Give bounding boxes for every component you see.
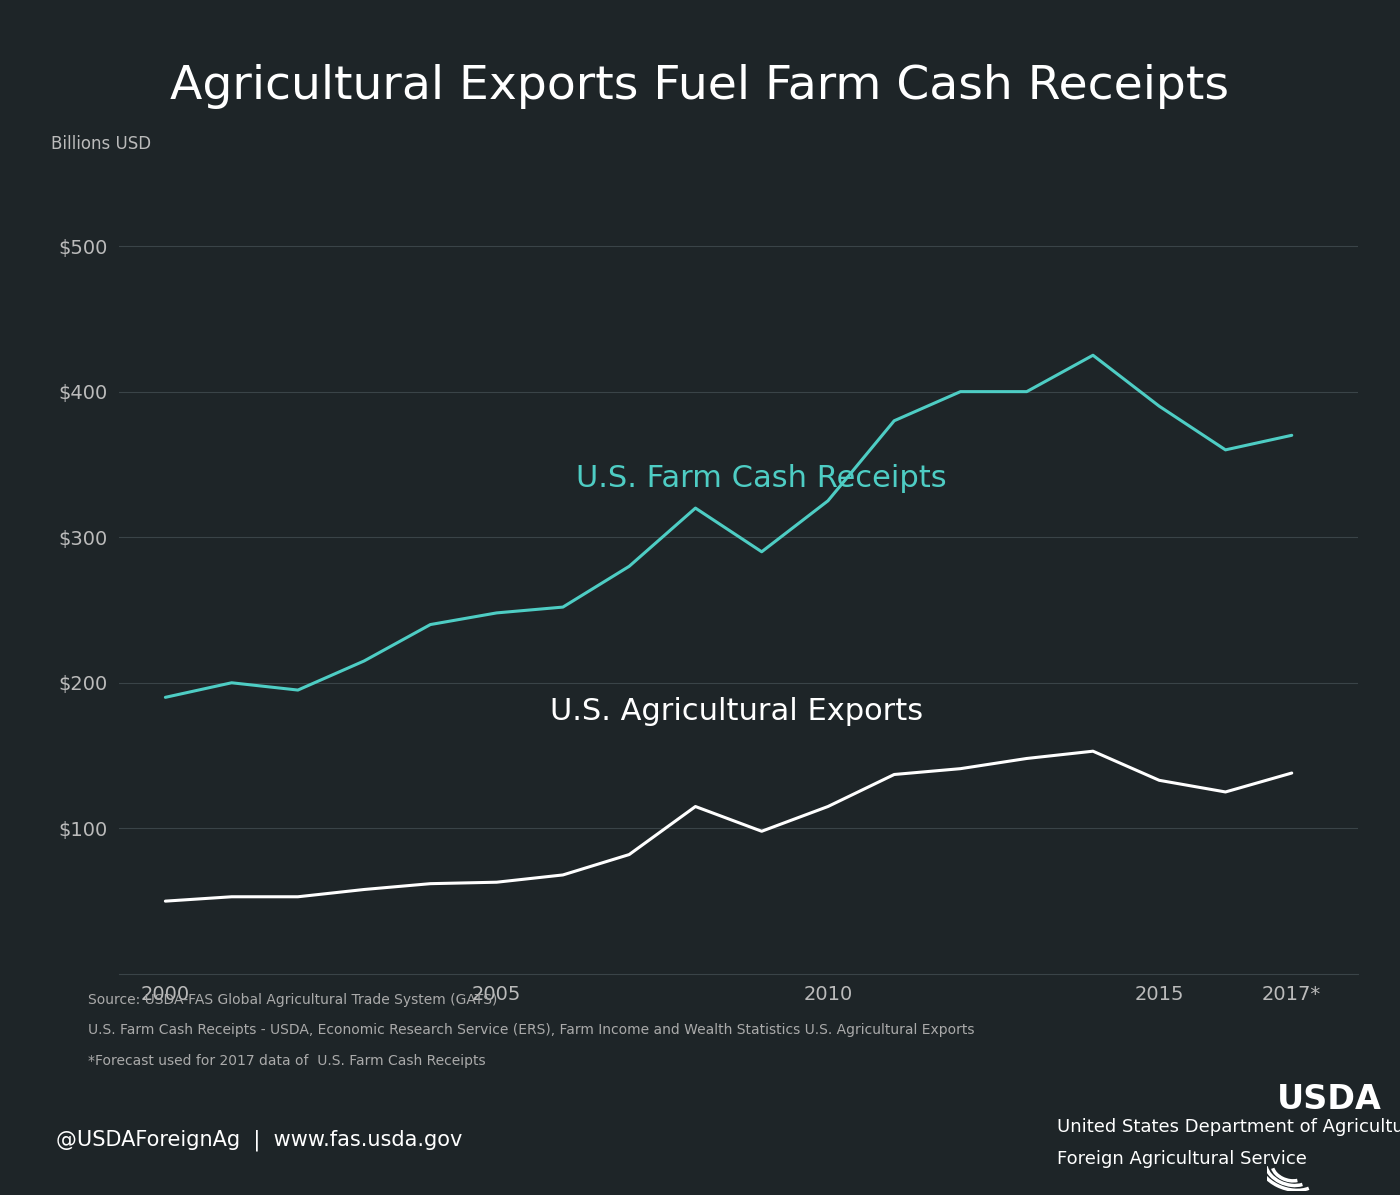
Text: United States Department of Agriculture: United States Department of Agriculture [1057, 1117, 1400, 1136]
Text: U.S. Farm Cash Receipts: U.S. Farm Cash Receipts [577, 465, 946, 494]
Text: U.S. Agricultural Exports: U.S. Agricultural Exports [550, 698, 923, 727]
Text: *Forecast used for 2017 data of  U.S. Farm Cash Receipts: *Forecast used for 2017 data of U.S. Far… [88, 1054, 486, 1067]
Text: Foreign Agricultural Service: Foreign Agricultural Service [1057, 1150, 1306, 1168]
Text: @USDAForeignAg  |  www.fas.usda.gov: @USDAForeignAg | www.fas.usda.gov [56, 1129, 462, 1151]
Text: Billions USD: Billions USD [50, 135, 151, 153]
Text: Agricultural Exports Fuel Farm Cash Receipts: Agricultural Exports Fuel Farm Cash Rece… [171, 65, 1229, 109]
Text: U.S. Farm Cash Receipts - USDA, Economic Research Service (ERS), Farm Income and: U.S. Farm Cash Receipts - USDA, Economic… [88, 1023, 974, 1037]
Text: Source: USDA-FAS Global Agricultural Trade System (GATS): Source: USDA-FAS Global Agricultural Tra… [88, 993, 497, 1007]
Text: USDA: USDA [1277, 1083, 1382, 1116]
